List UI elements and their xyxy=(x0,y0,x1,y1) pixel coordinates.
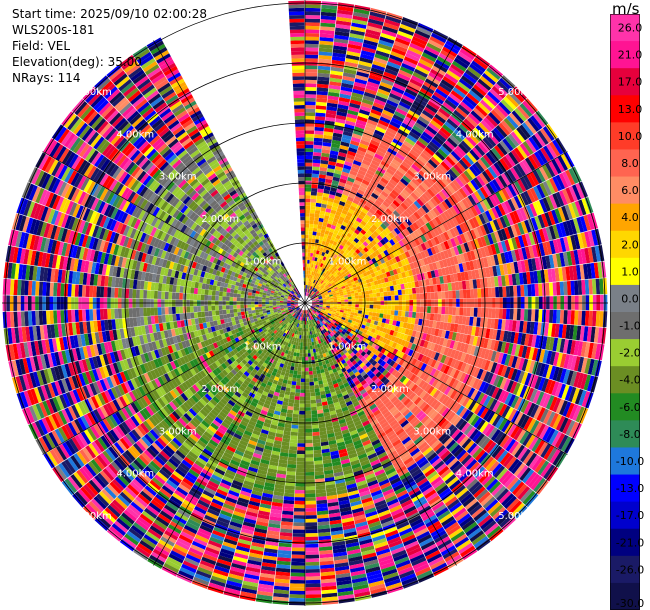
azimuth-line xyxy=(153,40,306,304)
elevation-label: Elevation(deg): 35.00 xyxy=(12,55,142,69)
colorbar-tick: 10.0 xyxy=(618,130,643,143)
colorbar-swatch xyxy=(610,41,640,69)
colorbar-tick: 8.0 xyxy=(621,157,639,170)
ring-label: 4.00km xyxy=(116,129,154,140)
colorbar-swatch xyxy=(610,122,640,150)
colorbar-tick: -13.0 xyxy=(616,482,644,495)
ring-label: 2.00km xyxy=(201,384,239,395)
colorbar-swatch xyxy=(610,555,640,584)
colorbar-swatch xyxy=(610,339,640,367)
colorbar-tick: 6.0 xyxy=(621,184,639,197)
colorbar-tick: 0.0 xyxy=(621,292,639,305)
ring-label: 3.00km xyxy=(413,172,451,183)
colorbar-tick: -1.0 xyxy=(619,320,640,333)
ppi-plot: 1.00km 1.00km 1.00km 1.00km 2.00km 2.00km 2.00… xyxy=(2,0,608,606)
colorbar-swatch xyxy=(610,284,640,313)
ring-label: 2.00km xyxy=(201,214,239,225)
ring-label: 3.00km xyxy=(413,426,451,437)
ring-label: 3.00km xyxy=(159,172,197,183)
field-label: Field: VEL xyxy=(12,39,71,53)
instrument-label: WLS200s-181 xyxy=(12,23,95,37)
colorbar-swatch xyxy=(610,176,640,205)
colorbar-swatch xyxy=(610,447,640,476)
azimuth-line xyxy=(42,302,306,455)
start-time-label: Start time: 2025/09/10 02:00:28 xyxy=(12,7,207,21)
azimuth-line xyxy=(304,302,568,455)
colorbar-swatch xyxy=(610,14,640,42)
colorbar-swatch xyxy=(610,474,640,503)
colorbar-tick: 4.0 xyxy=(621,211,639,224)
ring-label: 5.00km xyxy=(74,87,112,98)
colorbar-swatch xyxy=(610,528,640,557)
azimuth-line xyxy=(42,151,306,304)
colorbar-tick: -26.0 xyxy=(616,563,644,576)
ring-label: 5.00km xyxy=(498,511,536,522)
ring-label: 3.00km xyxy=(159,426,197,437)
colorbar-swatch xyxy=(610,312,640,340)
colorbar-tick: -10.0 xyxy=(616,455,644,468)
azimuth-line xyxy=(304,302,457,566)
colorbar-tick: -6.0 xyxy=(619,401,640,414)
colorbar-tick: 1.0 xyxy=(621,265,639,278)
ring-label: 1.00km xyxy=(244,341,282,352)
ring-label: 1.00km xyxy=(329,341,367,352)
ring-label: 1.00km xyxy=(244,257,282,268)
colorbar-swatch xyxy=(610,366,640,394)
colorbar-swatch xyxy=(610,582,640,610)
ring-label: 4.00km xyxy=(456,129,494,140)
colorbar-swatch xyxy=(610,230,640,259)
colorbar-tick: 13.0 xyxy=(618,103,643,116)
colorbar-swatch xyxy=(610,501,640,530)
colorbar-tick: 17.0 xyxy=(618,76,643,89)
nrays-label: NRays: 114 xyxy=(12,71,81,85)
colorbar-swatch xyxy=(610,257,640,286)
azimuth-line xyxy=(304,151,568,304)
ring-label: 5.00km xyxy=(74,511,112,522)
ring-label: 4.00km xyxy=(456,469,494,480)
colorbar-tick: -4.0 xyxy=(619,374,640,387)
ring-label: 5.00km xyxy=(498,87,536,98)
ring-label: 2.00km xyxy=(371,384,409,395)
colorbar-swatch xyxy=(610,149,640,178)
colorbar-tick: 2.0 xyxy=(621,238,639,251)
colorbar-swatch xyxy=(610,203,640,232)
colorbar-swatch xyxy=(610,68,640,96)
colorbar-swatch xyxy=(610,95,640,123)
colorbar-unit: m/s xyxy=(612,0,640,18)
colorbar-tick: 26.0 xyxy=(618,22,643,35)
colorbar-tick: -21.0 xyxy=(616,536,644,549)
colorbar-tick: -17.0 xyxy=(616,509,644,522)
azimuth-line xyxy=(153,302,306,566)
radar-gates xyxy=(2,0,608,606)
azimuth-line xyxy=(304,40,457,304)
colorbar-tick: 21.0 xyxy=(618,49,643,62)
colorbar-tick: -2.0 xyxy=(619,347,640,360)
ring-label: 1.00km xyxy=(329,257,367,268)
colorbar-tick: -8.0 xyxy=(619,428,640,441)
colorbar: 26.0 21.0 17.0 13.0 10.0 8.0 6.0 4.0 2.0 1.0 0.0 -1… xyxy=(610,14,644,610)
ring-label: 2.00km xyxy=(371,214,409,225)
colorbar-tick: -30.0 xyxy=(616,597,644,610)
colorbar-swatch xyxy=(610,420,640,448)
ring-label: 4.00km xyxy=(116,469,154,480)
colorbar-swatch xyxy=(610,393,640,421)
